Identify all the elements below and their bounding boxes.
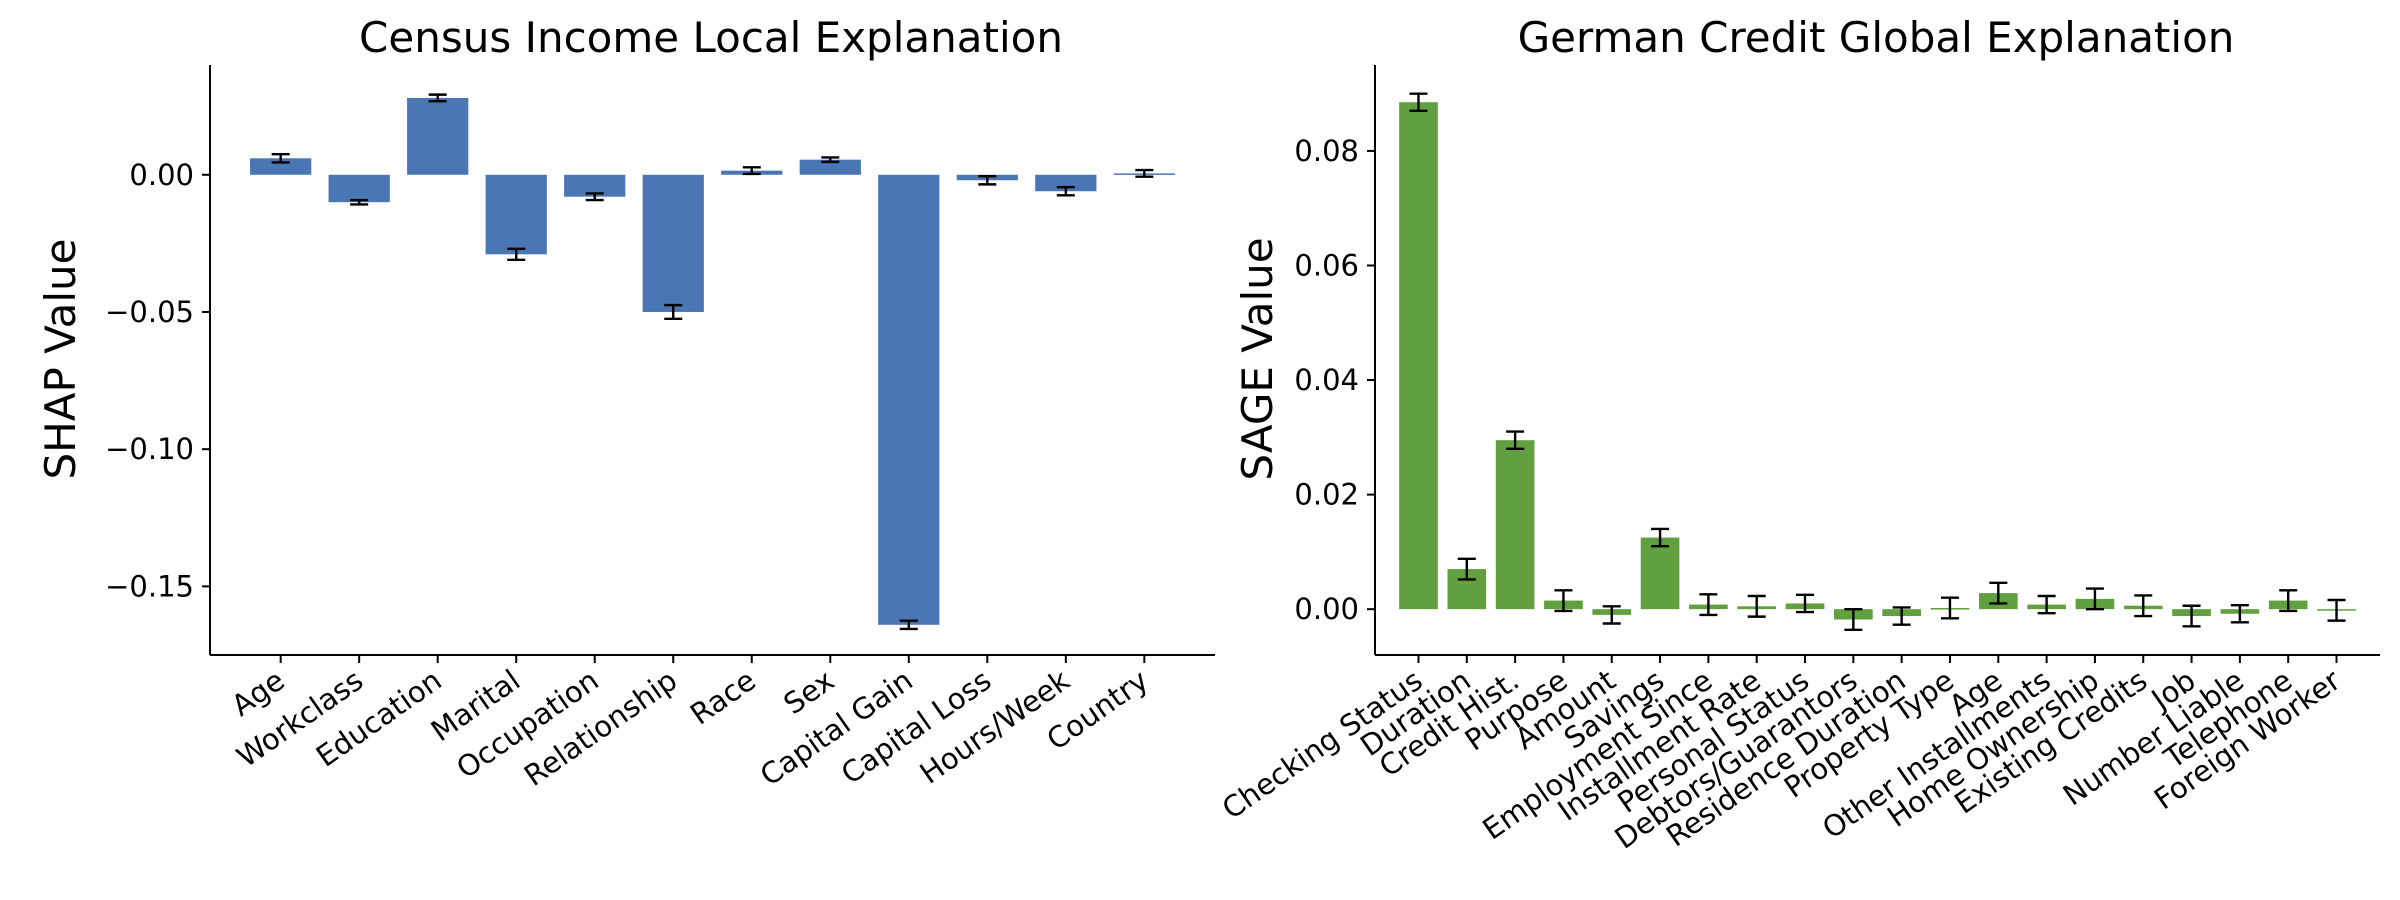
x-tick-label: Race [684,663,762,732]
y-tick-label: 0.04 [1294,363,1359,397]
bar [564,174,626,197]
census-income-chart: Census Income Local Explanation SHAP Val… [36,13,1215,793]
chart-title: German Credit Global Explanation [1518,13,2235,62]
y-tick-label: 0.08 [1294,134,1359,168]
bar [878,174,940,625]
y-tick-label: −0.15 [105,569,194,603]
y-axis-label: SAGE Value [1233,237,1282,480]
bar [407,97,469,175]
bar [250,158,312,175]
y-tick-label: −0.05 [105,295,194,329]
bar [1035,174,1097,192]
y-tick-label: 0.06 [1294,248,1359,282]
y-tick-label: 0.00 [1294,592,1359,626]
y-axis-label: SHAP Value [36,239,85,480]
german-credit-chart: German Credit Global Explanation SAGE Va… [1216,13,2380,856]
y-tick-label: 0.02 [1294,478,1359,512]
bar [1399,102,1438,610]
bar [799,159,861,175]
bar [1640,537,1680,610]
bar [642,174,704,312]
bar [328,174,390,203]
chart-title: Census Income Local Explanation [359,13,1063,62]
bar [485,174,547,255]
bar [1495,440,1535,610]
y-tick-label: 0.00 [129,158,194,192]
y-tick-label: −0.10 [105,432,194,466]
